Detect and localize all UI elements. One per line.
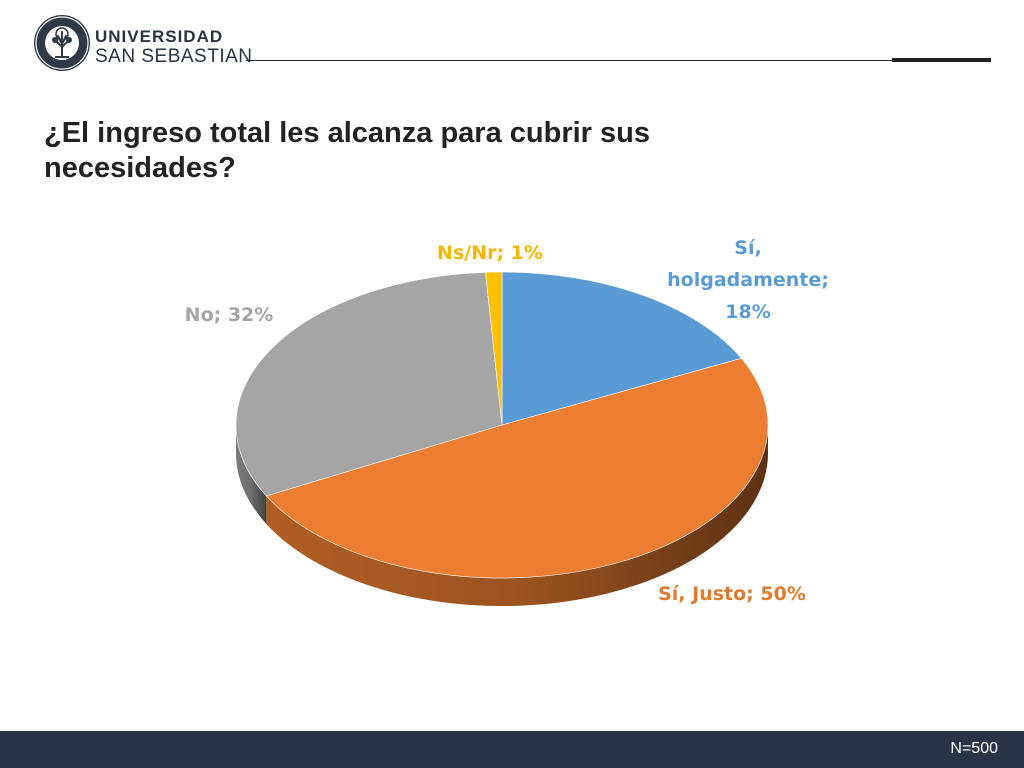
university-logo-text: UNIVERSIDAD SAN SEBASTIAN	[95, 28, 253, 66]
pie-slice-ns-nr	[485, 271, 503, 426]
slide-footer: N=500	[0, 731, 1024, 768]
pie-chart: Sí, holgadamente; 18% Sí, Justo; 50% No; 32%…	[185, 237, 829, 606]
pie-slices	[235, 271, 769, 579]
sample-size-note: N=500	[950, 740, 998, 757]
data-label-ns-nr: Ns/Nr; 1%	[437, 242, 543, 264]
pie-data-labels: Sí, holgadamente; 18% Sí, Justo; 50% No; 32%…	[185, 237, 829, 605]
logo-line-1: UNIVERSIDAD	[95, 27, 224, 46]
university-seal-icon	[34, 15, 90, 71]
header-rule	[246, 60, 892, 61]
slide-title: ¿El ingreso total les alcanza para cubri…	[44, 117, 650, 184]
pie-side-shading-si-justo	[266, 425, 768, 606]
data-label-si-justo: Sí, Justo; 50%	[658, 583, 806, 605]
pie-slice-no	[235, 271, 503, 497]
pie-side-shading-no	[236, 425, 267, 524]
header-rule-accent	[892, 58, 991, 62]
pie-slice-si-holgadamente	[501, 271, 742, 426]
slide-header: UNIVERSIDAD SAN SEBASTIAN	[0, 0, 1024, 90]
logo-line-2: SAN SEBASTIAN	[95, 46, 253, 67]
data-label-no: No; 32%	[185, 304, 274, 326]
pie-slice-si-justo	[265, 357, 769, 579]
data-label-si-holgadamente: Sí, holgadamente; 18%	[667, 237, 829, 323]
pie-side-walls	[236, 425, 768, 606]
